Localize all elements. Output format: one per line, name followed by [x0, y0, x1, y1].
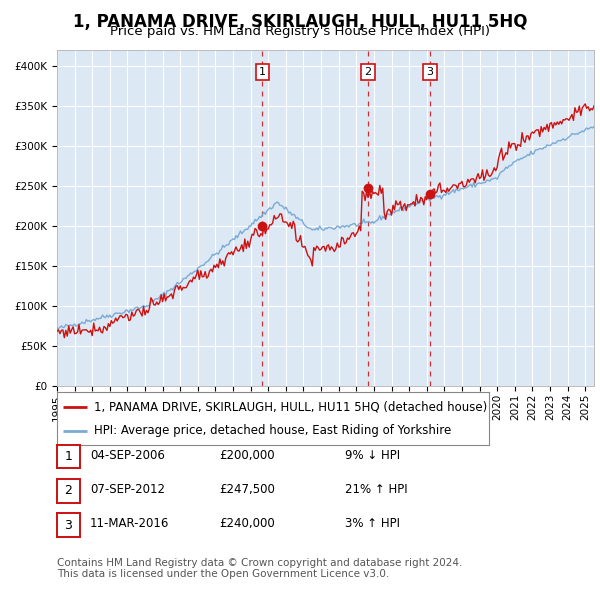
Text: Price paid vs. HM Land Registry's House Price Index (HPI): Price paid vs. HM Land Registry's House … — [110, 25, 490, 38]
Text: Contains HM Land Registry data © Crown copyright and database right 2024.: Contains HM Land Registry data © Crown c… — [57, 558, 463, 568]
Text: 3% ↑ HPI: 3% ↑ HPI — [345, 517, 400, 530]
Text: £247,500: £247,500 — [219, 483, 275, 496]
Text: 2: 2 — [365, 67, 371, 77]
Text: 04-SEP-2006: 04-SEP-2006 — [90, 449, 165, 462]
Text: 1: 1 — [259, 67, 266, 77]
Text: 2: 2 — [64, 484, 73, 497]
Text: 9% ↓ HPI: 9% ↓ HPI — [345, 449, 400, 462]
Text: 3: 3 — [64, 519, 73, 532]
Text: HPI: Average price, detached house, East Riding of Yorkshire: HPI: Average price, detached house, East… — [94, 424, 451, 437]
Text: 11-MAR-2016: 11-MAR-2016 — [90, 517, 169, 530]
Text: £200,000: £200,000 — [219, 449, 275, 462]
Text: 07-SEP-2012: 07-SEP-2012 — [90, 483, 165, 496]
Text: This data is licensed under the Open Government Licence v3.0.: This data is licensed under the Open Gov… — [57, 569, 389, 579]
Text: 3: 3 — [427, 67, 434, 77]
Text: 1, PANAMA DRIVE, SKIRLAUGH, HULL, HU11 5HQ: 1, PANAMA DRIVE, SKIRLAUGH, HULL, HU11 5… — [73, 13, 527, 31]
Text: 21% ↑ HPI: 21% ↑ HPI — [345, 483, 407, 496]
Text: 1, PANAMA DRIVE, SKIRLAUGH, HULL, HU11 5HQ (detached house): 1, PANAMA DRIVE, SKIRLAUGH, HULL, HU11 5… — [94, 401, 487, 414]
Text: £240,000: £240,000 — [219, 517, 275, 530]
Text: 1: 1 — [64, 450, 73, 463]
